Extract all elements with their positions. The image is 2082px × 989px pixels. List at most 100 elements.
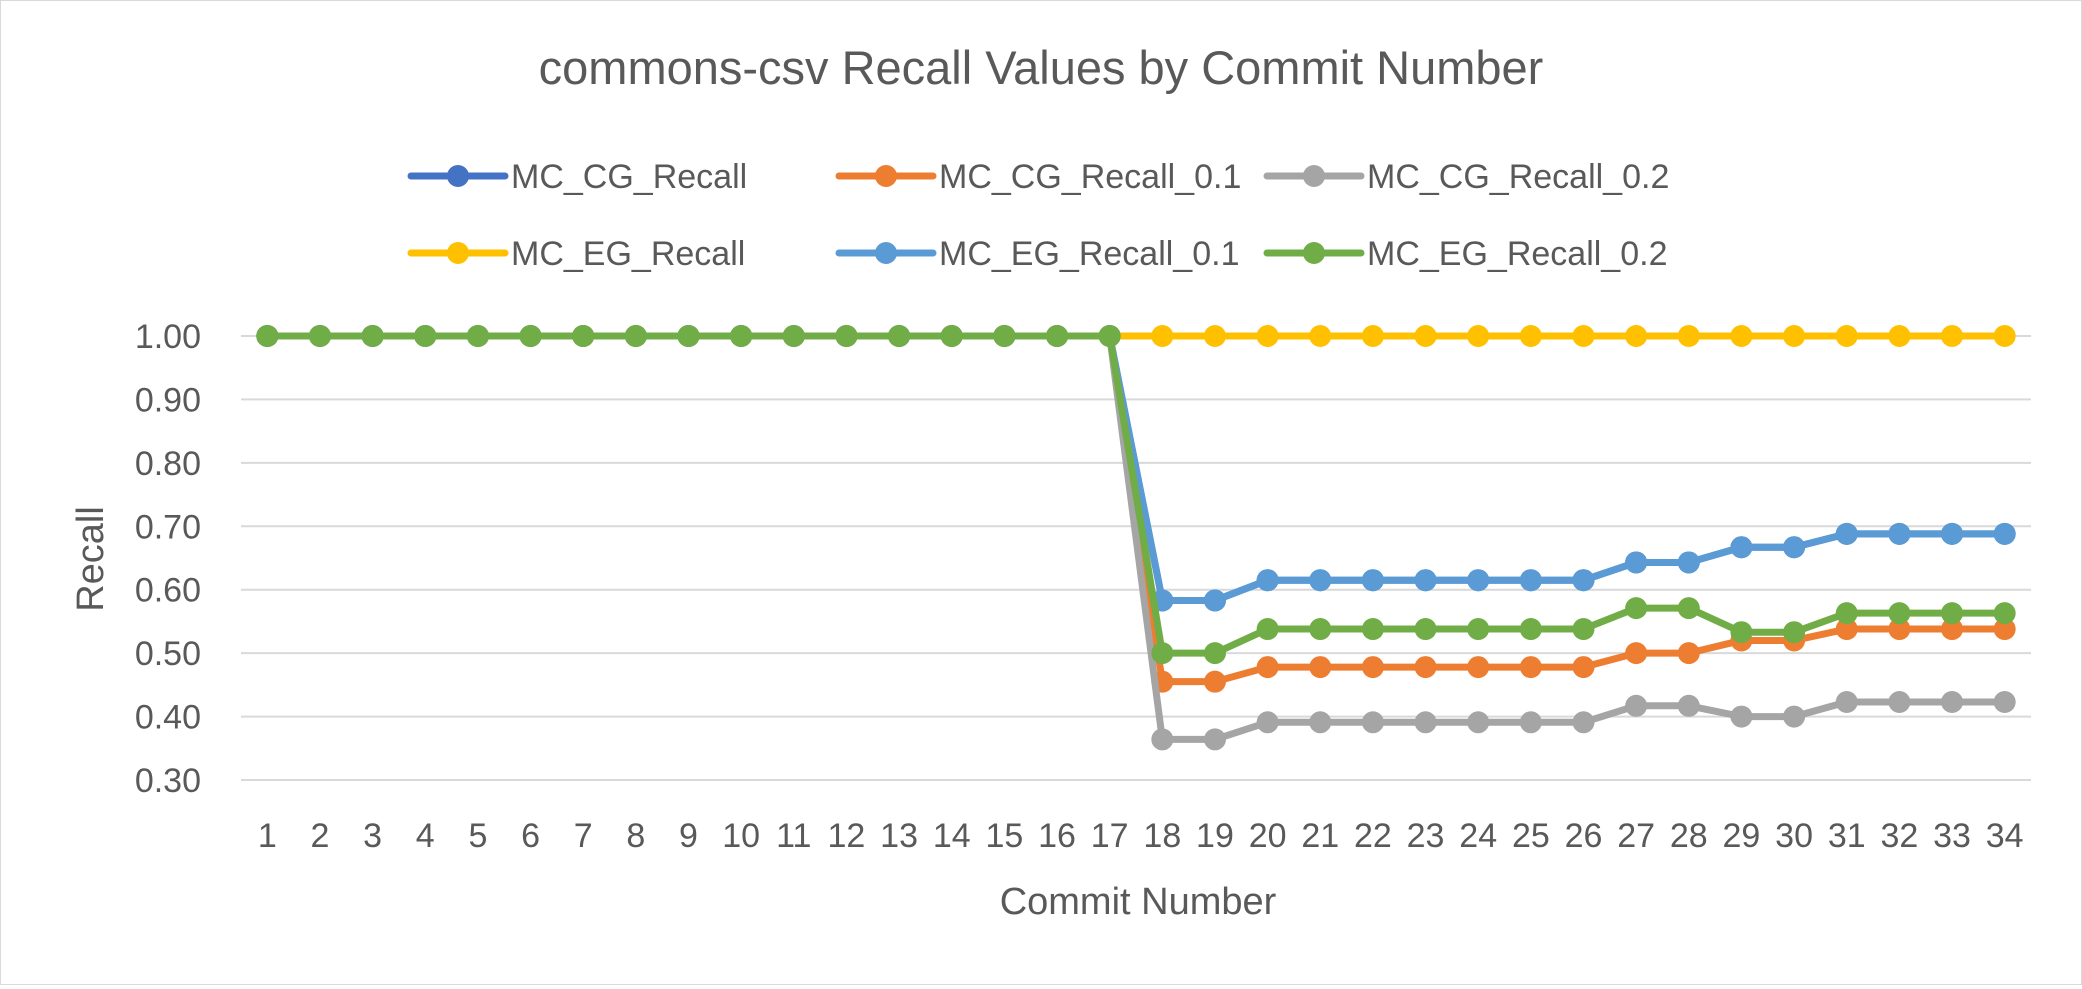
data-point (782, 325, 805, 347)
data-point (1203, 728, 1226, 751)
data-point (1730, 325, 1753, 347)
data-point (1941, 522, 1964, 545)
data-point (1203, 589, 1226, 612)
data-point (1361, 618, 1384, 641)
data-point (1941, 690, 1964, 713)
x-tick-label: 26 (1565, 817, 1603, 855)
legend-label: MC_CG_Recall (511, 158, 747, 196)
x-tick-label: 19 (1196, 817, 1234, 855)
legend-label: MC_EG_Recall_0.1 (939, 235, 1239, 273)
plot-area (256, 325, 2016, 751)
legend-label: MC_CG_Recall_0.1 (939, 158, 1241, 196)
data-point (1783, 621, 1806, 644)
data-point (1361, 711, 1384, 734)
data-point (1993, 602, 2016, 625)
data-point (1309, 325, 1332, 347)
data-point (940, 325, 963, 347)
data-point (1677, 642, 1700, 665)
data-point (1256, 569, 1279, 592)
data-point (1941, 325, 1964, 347)
x-tick-label: 21 (1301, 817, 1339, 855)
data-point (1993, 690, 2016, 713)
legend-item: MC_CG_Recall_0.2 (1263, 158, 1669, 196)
data-point (677, 325, 700, 347)
data-point (1888, 522, 1911, 545)
y-tick-label: 0.80 (135, 445, 201, 483)
data-point (1677, 551, 1700, 574)
data-point (1467, 618, 1490, 641)
data-point (730, 325, 753, 347)
data-point (1467, 656, 1490, 679)
series-MC_EG_Recall_0.1 (256, 325, 2016, 612)
data-point (1309, 656, 1332, 679)
data-point (1467, 325, 1490, 347)
x-tick-label: 29 (1723, 817, 1761, 855)
data-point (1572, 325, 1595, 347)
data-point (1888, 325, 1911, 347)
data-point (1835, 325, 1858, 347)
data-point (1572, 711, 1595, 734)
legend-swatch-marker (875, 242, 897, 264)
data-point (1414, 656, 1437, 679)
data-point (1467, 569, 1490, 592)
data-point (1046, 325, 1069, 347)
data-point (888, 325, 911, 347)
x-tick-label: 9 (679, 817, 698, 855)
data-point (1519, 618, 1542, 641)
data-point (1519, 325, 1542, 347)
legend-item: MC_EG_Recall (407, 235, 745, 273)
data-point (1203, 325, 1226, 347)
data-point (1361, 325, 1384, 347)
x-tick-label: 34 (1986, 817, 2024, 855)
data-point (1677, 597, 1700, 620)
y-tick-label: 0.40 (135, 699, 201, 737)
x-tick-label: 16 (1038, 817, 1076, 855)
x-tick-label: 6 (521, 817, 540, 855)
data-point (1414, 325, 1437, 347)
legend-item: MC_EG_Recall_0.2 (1263, 235, 1667, 273)
x-tick-label: 5 (468, 817, 487, 855)
data-point (1730, 705, 1753, 728)
data-point (1730, 536, 1753, 559)
data-point (572, 325, 595, 347)
y-tick-label: 0.90 (135, 381, 201, 419)
y-tick-label: 0.70 (135, 508, 201, 546)
data-point (466, 325, 489, 347)
data-point (1361, 569, 1384, 592)
data-point (1256, 325, 1279, 347)
x-tick-label: 11 (776, 817, 811, 855)
data-point (1835, 618, 1858, 641)
data-point (1625, 597, 1648, 620)
legend-label: MC_CG_Recall_0.2 (1367, 158, 1669, 196)
data-point (1677, 325, 1700, 347)
y-tick-label: 1.00 (135, 318, 201, 356)
legend-swatch-marker (875, 165, 897, 187)
data-point (1519, 656, 1542, 679)
legend-swatch-marker (447, 242, 469, 264)
data-point (1625, 642, 1648, 665)
x-tick-label: 14 (933, 817, 971, 855)
y-axis-ticks: 1.00 0.90 0.80 0.70 0.60 0.50 0.40 0.30 (135, 318, 201, 800)
data-point (1572, 656, 1595, 679)
x-tick-label: 24 (1459, 817, 1497, 855)
y-tick-label: 0.30 (135, 762, 201, 800)
x-tick-label: 27 (1617, 817, 1655, 855)
legend-item: MC_CG_Recall (407, 158, 747, 196)
legend-swatch-marker (1303, 165, 1325, 187)
x-tick-label: 2 (311, 817, 330, 855)
data-point (1993, 522, 2016, 545)
data-point (1783, 705, 1806, 728)
x-tick-label: 32 (1880, 817, 1918, 855)
data-point (1835, 690, 1858, 713)
data-point (1151, 728, 1174, 751)
data-point (1572, 569, 1595, 592)
legend-item: MC_CG_Recall_0.1 (835, 158, 1241, 196)
data-point (835, 325, 858, 347)
data-point (1941, 602, 1964, 625)
data-point (1414, 711, 1437, 734)
x-tick-label: 3 (363, 817, 382, 855)
x-tick-label: 17 (1091, 817, 1129, 855)
x-tick-label: 12 (828, 817, 866, 855)
